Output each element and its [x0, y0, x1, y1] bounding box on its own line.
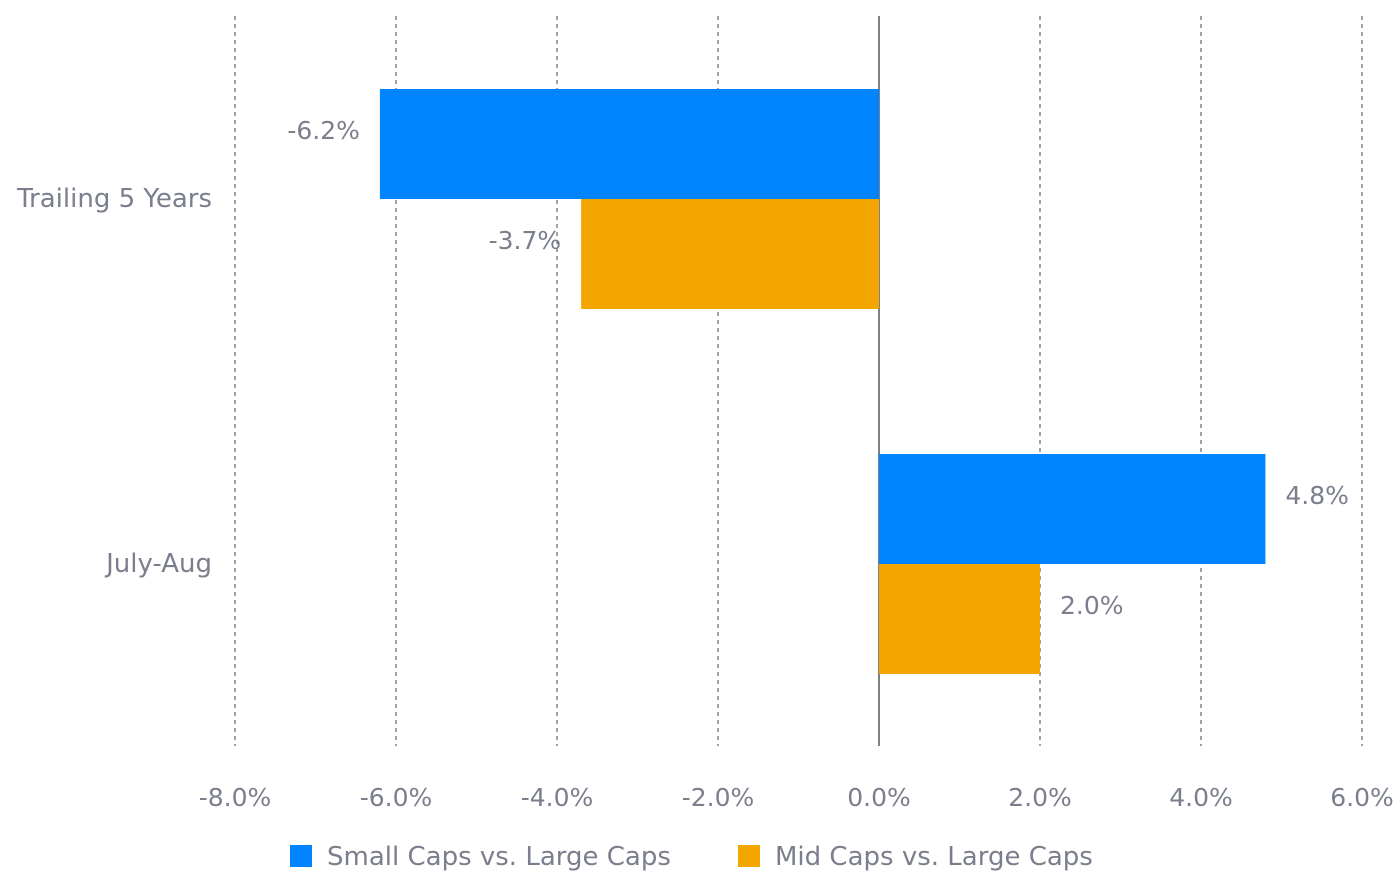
bars: [379, 89, 1266, 674]
x-tick-label: 4.0%: [1169, 783, 1233, 812]
bar: [879, 454, 1266, 564]
legend-label: Mid Caps vs. Large Caps: [775, 842, 1093, 872]
legend-swatch: [290, 845, 312, 867]
data-label: 4.8%: [1285, 481, 1349, 510]
legend: Small Caps vs. Large Caps Mid Caps vs. La…: [290, 842, 1093, 872]
bar: [879, 564, 1040, 674]
x-tick-label: 2.0%: [1008, 783, 1072, 812]
x-tick-label: 6.0%: [1330, 783, 1394, 812]
legend-label: Small Caps vs. Large Caps: [327, 842, 671, 872]
x-axis-ticks: -8.0% -6.0% -4.0% -2.0% 0.0% 2.0% 4.0% 6.0%: [199, 783, 1394, 812]
category-label: July-Aug: [104, 549, 212, 579]
bar: [581, 199, 879, 309]
category-label: Trailing 5 Years: [16, 184, 212, 214]
x-tick-label: -2.0%: [682, 783, 755, 812]
data-label: -3.7%: [489, 226, 562, 255]
x-tick-label: 0.0%: [847, 783, 911, 812]
x-tick-label: -6.0%: [360, 783, 433, 812]
data-labels: -6.2% -3.7% 4.8% 2.0%: [287, 116, 1349, 620]
x-tick-label: -4.0%: [521, 783, 594, 812]
bar: [379, 89, 879, 199]
data-label: -6.2%: [287, 116, 360, 145]
category-labels: Trailing 5 Years July-Aug: [16, 184, 212, 579]
legend-swatch: [738, 845, 760, 867]
x-tick-label: -8.0%: [199, 783, 272, 812]
data-label: 2.0%: [1060, 591, 1124, 620]
